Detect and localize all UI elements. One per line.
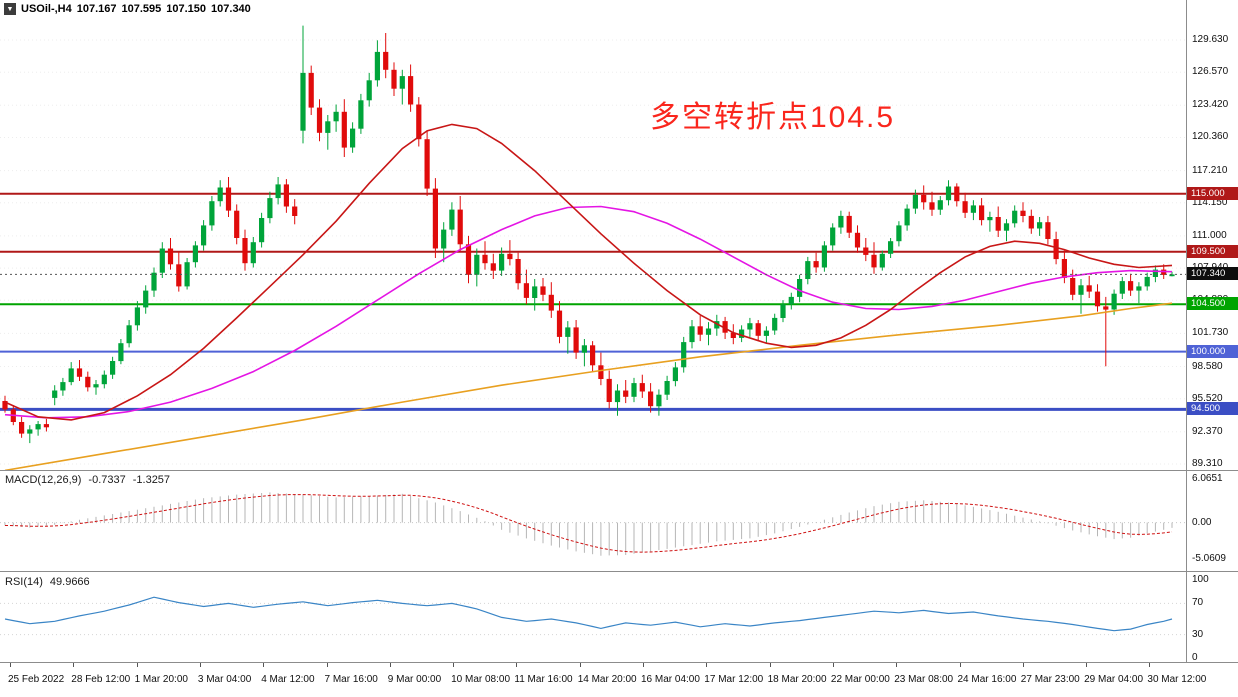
chart-close-value: 107.340 bbox=[211, 3, 251, 15]
time-tick-mark bbox=[832, 663, 834, 667]
chart-symbol-label: USOil-,H4 bbox=[21, 3, 72, 15]
current-price-badge: 107.340 bbox=[1187, 267, 1238, 281]
macd-tick-label: -5.0609 bbox=[1192, 553, 1226, 564]
rsi-tick-label: 0 bbox=[1192, 652, 1198, 663]
chart-high-value: 107.595 bbox=[121, 3, 162, 15]
price-tick-label: 117.210 bbox=[1192, 164, 1228, 176]
time-tick-mark bbox=[706, 663, 708, 667]
time-tick-label: 23 Mar 08:00 bbox=[894, 674, 954, 685]
rsi-indicator-label: RSI(14) 49.9666 bbox=[5, 576, 90, 588]
price-axis[interactable]: 129.630 126.570 123.420 120.360 117.210 114.1… bbox=[1186, 0, 1238, 663]
time-axis[interactable]: 25 Feb 2022 28 Feb 12:00 1 Mar 20:00 3 Mar … bbox=[0, 663, 1238, 697]
time-tick-mark bbox=[516, 663, 518, 667]
price-level-badge: 115.000 bbox=[1187, 186, 1238, 200]
time-tick-mark bbox=[1149, 663, 1151, 667]
macd-signal-value: -1.3257 bbox=[132, 474, 171, 486]
rsi-tick-label: 30 bbox=[1192, 628, 1204, 640]
price-tick-label: 98.580 bbox=[1192, 360, 1223, 372]
price-tick-label: 129.630 bbox=[1192, 34, 1229, 45]
time-tick-label: 25 Feb 2022 bbox=[8, 674, 65, 685]
price-level-badge: 104.500 bbox=[1187, 297, 1238, 311]
time-tick-mark bbox=[10, 663, 11, 667]
price-tick-label: 89.310 bbox=[1192, 458, 1223, 469]
time-tick-mark bbox=[326, 663, 328, 667]
price-tick-label: 114.150 bbox=[1192, 196, 1228, 208]
time-tick-label: 1 Mar 20:00 bbox=[134, 674, 188, 685]
time-tick-mark bbox=[263, 663, 265, 667]
time-tick-mark bbox=[959, 663, 961, 667]
macd-main-value: -0.7337 bbox=[88, 474, 126, 486]
time-tick-label: 18 Mar 20:00 bbox=[767, 674, 827, 685]
time-tick-label: 29 Mar 04:00 bbox=[1084, 674, 1144, 685]
time-tick-label: 7 Mar 16:00 bbox=[324, 674, 378, 685]
panel-separator[interactable] bbox=[0, 470, 1238, 471]
chart-low-value: 107.150 bbox=[166, 3, 207, 15]
rsi-canvas[interactable] bbox=[0, 572, 1186, 662]
time-tick-label: 28 Feb 12:00 bbox=[71, 674, 131, 685]
panel-separator bbox=[0, 662, 1238, 663]
price-tick-label: 111.000 bbox=[1192, 229, 1227, 241]
time-tick-mark bbox=[896, 663, 898, 667]
time-tick-label: 24 Mar 16:00 bbox=[957, 674, 1017, 685]
time-tick-label: 27 Mar 23:00 bbox=[1020, 674, 1080, 685]
time-tick-mark bbox=[136, 663, 138, 667]
time-tick-mark bbox=[453, 663, 455, 667]
price-tick-label: 123.420 bbox=[1192, 99, 1229, 111]
macd-title: MACD(12,26,9) bbox=[5, 474, 82, 486]
price-tick-label: 92.370 bbox=[1192, 425, 1223, 437]
price-tick-label: 120.360 bbox=[1192, 131, 1229, 143]
price-tick-label: 126.570 bbox=[1192, 66, 1229, 78]
price-level-badge: 100.000 bbox=[1187, 344, 1238, 358]
macd-tick-label: 6.0651 bbox=[1192, 473, 1223, 484]
price-level-badge: 109.500 bbox=[1187, 244, 1238, 258]
rsi-value: 49.9666 bbox=[49, 576, 90, 588]
price-level-badge: 94.500 bbox=[1187, 402, 1238, 416]
time-tick-mark bbox=[1086, 663, 1088, 667]
chart-dropdown-icon[interactable]: ▼ bbox=[4, 3, 16, 15]
time-tick-label: 10 Mar 08:00 bbox=[451, 674, 511, 685]
time-tick-label: 17 Mar 12:00 bbox=[704, 674, 764, 685]
time-tick-label: 14 Mar 20:00 bbox=[577, 674, 637, 685]
chart-symbol-info: ▼ USOil-,H4 107.167 107.595 107.150 107.… bbox=[4, 3, 251, 15]
time-tick-mark bbox=[199, 663, 201, 667]
macd-tick-label: 0.00 bbox=[1192, 516, 1212, 528]
time-tick-label: 22 Mar 00:00 bbox=[830, 674, 890, 685]
time-tick-mark bbox=[389, 663, 391, 667]
time-tick-mark bbox=[643, 663, 644, 667]
time-tick-label: 11 Mar 16:00 bbox=[514, 674, 573, 685]
time-tick-label: 16 Mar 04:00 bbox=[641, 674, 700, 685]
panel-separator[interactable] bbox=[0, 571, 1238, 572]
time-tick-mark bbox=[73, 663, 75, 667]
price-tick-label: 95.520 bbox=[1192, 392, 1223, 404]
rsi-title: RSI(14) bbox=[5, 576, 43, 588]
chart-open-value: 107.167 bbox=[76, 3, 117, 15]
rsi-tick-label: 70 bbox=[1192, 597, 1204, 609]
main-chart-canvas[interactable] bbox=[0, 0, 1186, 470]
time-tick-label: 3 Mar 04:00 bbox=[197, 674, 252, 685]
rsi-tick-label: 100 bbox=[1192, 574, 1209, 585]
macd-indicator-label: MACD(12,26,9) -0.7337 -1.3257 bbox=[5, 474, 170, 486]
time-tick-mark bbox=[1022, 663, 1024, 667]
macd-canvas[interactable] bbox=[0, 471, 1186, 571]
time-tick-mark bbox=[769, 663, 771, 667]
time-tick-mark bbox=[579, 663, 581, 667]
chart-annotation: 多空转折点104.5 bbox=[650, 101, 896, 134]
time-tick-label: 30 Mar 12:00 bbox=[1147, 674, 1207, 685]
time-tick-label: 4 Mar 12:00 bbox=[261, 674, 315, 685]
time-tick-label: 9 Mar 00:00 bbox=[387, 674, 442, 685]
price-tick-label: 101.730 bbox=[1192, 327, 1229, 339]
